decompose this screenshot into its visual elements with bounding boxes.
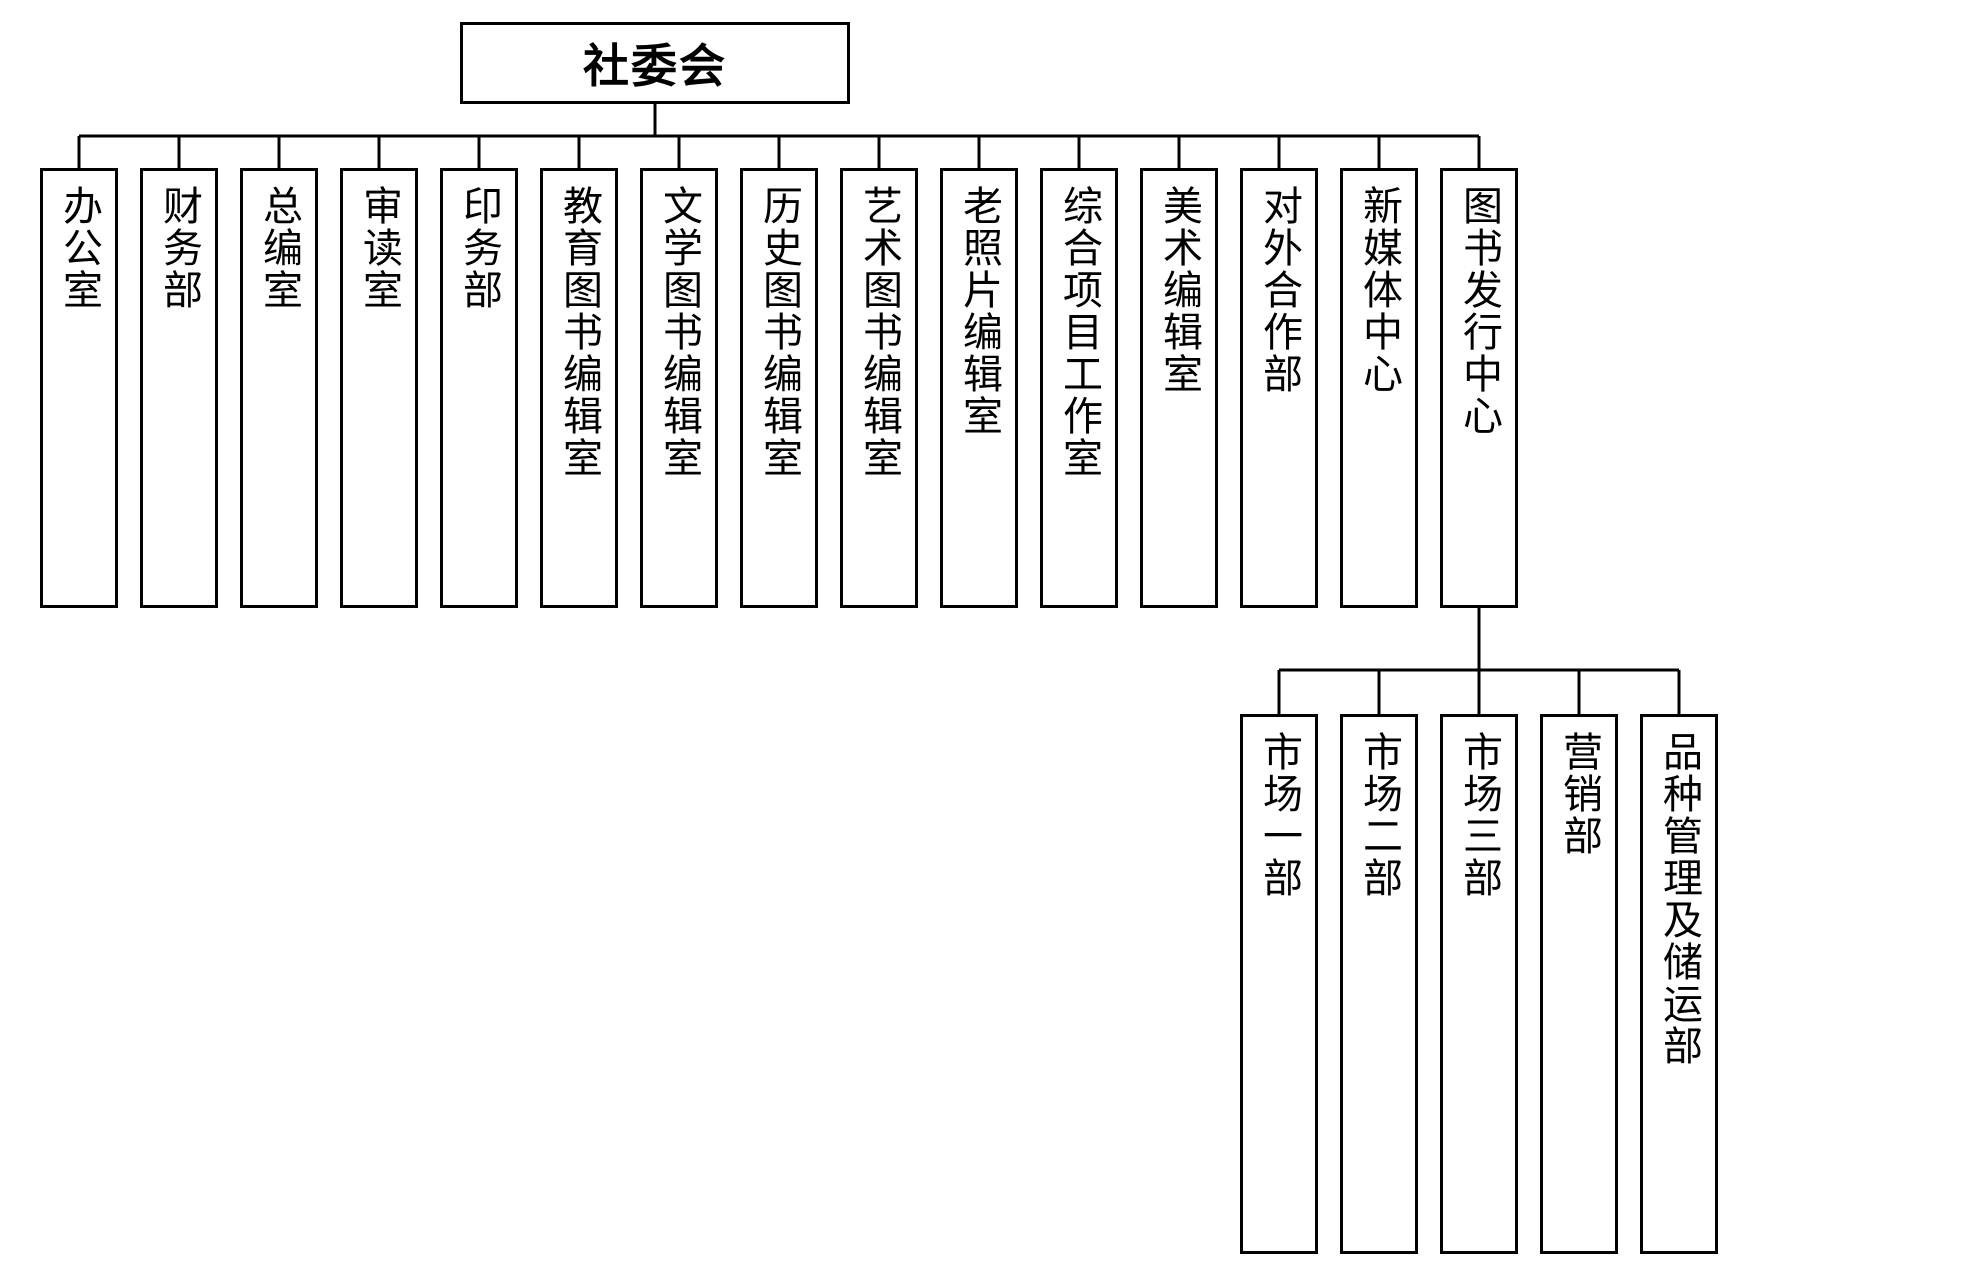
dept-node-12: 对外合作部 xyxy=(1240,168,1318,608)
dept-node-9-label: 老照片编辑室 xyxy=(950,171,1008,437)
subdept-node-2: 市场三部 xyxy=(1440,714,1518,1254)
dept-node-0-label: 办公室 xyxy=(50,171,108,311)
subdept-node-0-label: 市场一部 xyxy=(1250,717,1308,899)
dept-node-2: 总编室 xyxy=(240,168,318,608)
dept-node-0: 办公室 xyxy=(40,168,118,608)
dept-node-11: 美术编辑室 xyxy=(1140,168,1218,608)
dept-node-7-label: 历史图书编辑室 xyxy=(750,171,808,479)
dept-node-5: 教育图书编辑室 xyxy=(540,168,618,608)
dept-node-13-label: 新媒体中心 xyxy=(1350,171,1408,395)
dept-node-1: 财务部 xyxy=(140,168,218,608)
dept-node-13: 新媒体中心 xyxy=(1340,168,1418,608)
dept-node-11-label: 美术编辑室 xyxy=(1150,171,1208,395)
dept-node-14: 图书发行中心 xyxy=(1440,168,1518,608)
subdept-node-4-label: 品种管理及储运部 xyxy=(1650,717,1708,1067)
root-node-label: 社委会 xyxy=(583,30,727,96)
subdept-node-4: 品种管理及储运部 xyxy=(1640,714,1718,1254)
dept-node-4-label: 印务部 xyxy=(450,171,508,311)
dept-node-7: 历史图书编辑室 xyxy=(740,168,818,608)
dept-node-10-label: 综合项目工作室 xyxy=(1050,171,1108,479)
dept-node-6-label: 文学图书编辑室 xyxy=(650,171,708,479)
root-node: 社委会 xyxy=(460,22,850,104)
dept-node-1-label: 财务部 xyxy=(150,171,208,311)
dept-node-12-label: 对外合作部 xyxy=(1250,171,1308,395)
dept-node-8-label: 艺术图书编辑室 xyxy=(850,171,908,479)
subdept-node-2-label: 市场三部 xyxy=(1450,717,1508,899)
org-chart: 社委会办公室财务部总编室审读室印务部教育图书编辑室文学图书编辑室历史图书编辑室艺… xyxy=(0,0,1980,1288)
dept-node-4: 印务部 xyxy=(440,168,518,608)
dept-node-5-label: 教育图书编辑室 xyxy=(550,171,608,479)
dept-node-2-label: 总编室 xyxy=(250,171,308,311)
subdept-node-3: 营销部 xyxy=(1540,714,1618,1254)
dept-node-6: 文学图书编辑室 xyxy=(640,168,718,608)
subdept-node-1: 市场二部 xyxy=(1340,714,1418,1254)
dept-node-8: 艺术图书编辑室 xyxy=(840,168,918,608)
subdept-node-1-label: 市场二部 xyxy=(1350,717,1408,899)
dept-node-3: 审读室 xyxy=(340,168,418,608)
dept-node-3-label: 审读室 xyxy=(350,171,408,311)
dept-node-10: 综合项目工作室 xyxy=(1040,168,1118,608)
dept-node-14-label: 图书发行中心 xyxy=(1450,171,1508,437)
dept-node-9: 老照片编辑室 xyxy=(940,168,1018,608)
subdept-node-0: 市场一部 xyxy=(1240,714,1318,1254)
subdept-node-3-label: 营销部 xyxy=(1550,717,1608,857)
